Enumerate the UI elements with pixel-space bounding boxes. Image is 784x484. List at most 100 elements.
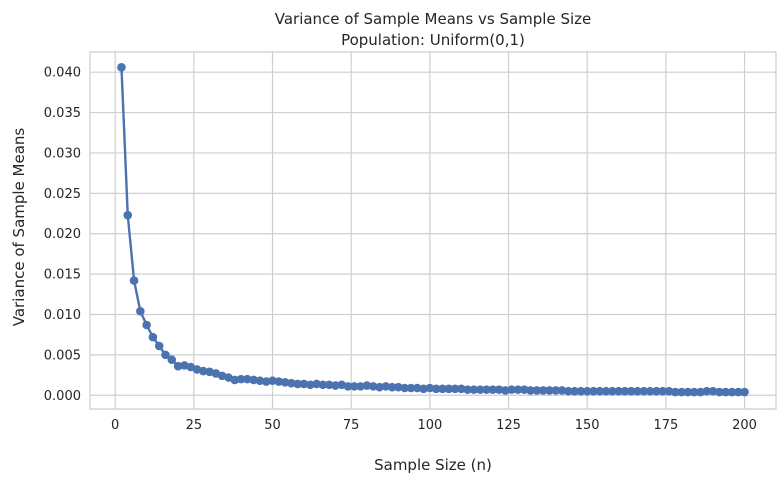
data-point [614,386,623,396]
data-point [557,386,567,395]
chart-subtitle: Population: Uniform(0,1) [341,31,525,49]
data-point [608,386,617,396]
y-tick-label: 0.005 [44,348,81,363]
data-point [494,385,504,394]
data-point [689,387,699,397]
data-point [343,382,353,391]
data-point [425,383,435,393]
data-point [582,386,592,396]
data-point [167,355,177,365]
data-point [129,276,139,285]
data-point [702,386,712,396]
data-point [331,381,340,390]
y-tick-label: 0.035 [44,106,81,121]
data-point [249,375,258,385]
y-tick-label: 0.000 [44,389,81,404]
y-tick-label: 0.015 [44,268,81,283]
data-point [419,384,428,394]
data-point [576,386,586,396]
data-point [733,387,743,397]
data-point [394,382,403,392]
data-point [293,379,302,389]
data-point [551,386,561,395]
y-tick-label: 0.010 [44,308,81,323]
data-point [696,387,705,397]
data-point [501,386,510,395]
y-tick-labels: 0.000 0.005 0.010 0.015 0.020 0.025 0.030 0.035… [44,66,81,404]
plot-frame [89,51,777,410]
data-point [589,386,598,396]
data-point [570,386,579,396]
x-tick-label: 25 [186,418,203,433]
data-point [117,63,126,72]
data-point [532,386,542,395]
x-axis-label: Sample Size (n) [374,456,492,474]
data-point [595,386,605,396]
series [117,63,749,397]
grid [90,52,776,409]
data-point [324,380,334,390]
data-point [564,386,573,396]
data-point [243,374,252,384]
x-tick-label: 0 [111,418,119,433]
data-point [677,387,686,397]
data-point [715,387,724,397]
x-tick-label: 125 [496,418,521,433]
data-point [463,385,472,394]
y-tick-label: 0.025 [44,187,81,202]
data-point [148,332,158,342]
data-point [280,378,290,387]
data-point [136,306,145,316]
data-point [450,384,460,394]
data-point [727,387,737,397]
data-point [457,384,466,394]
series-line [120,67,745,394]
data-point [318,380,328,390]
data-point [406,383,416,393]
data-point [305,380,315,390]
data-point [740,387,749,397]
data-point [287,378,296,388]
y-tick-label: 0.020 [44,227,81,242]
data-point [173,361,183,371]
data-point [400,383,409,393]
data-point [312,379,321,389]
data-point [475,385,485,394]
data-point [488,385,498,394]
x-tick-label: 50 [264,418,281,433]
data-point [255,376,265,386]
data-point [664,386,674,396]
y-tick-label: 0.040 [44,66,81,81]
data-point [261,377,271,386]
data-point [620,386,630,396]
data-point [513,385,523,394]
data-point [123,210,133,220]
data-point [626,386,636,396]
data-point [350,382,359,391]
x-tick-labels: 0 25 50 75 100 125 150 175 200 [111,418,757,433]
data-point [161,350,170,360]
data-point [381,382,391,391]
data-point [507,385,516,394]
data-point [444,384,454,394]
data-point [645,386,655,396]
data-point [526,386,535,395]
data-point [142,320,151,330]
data-point [375,382,384,392]
data-point [633,386,642,396]
data-point [658,386,668,396]
data-point [154,341,164,351]
data-point [438,384,447,394]
chart-title: Variance of Sample Means vs Sample Size [275,10,592,28]
data-point [538,386,548,395]
data-point [545,386,554,395]
y-tick-label: 0.030 [44,146,81,161]
x-tick-label: 75 [343,418,360,433]
data-point [482,385,491,394]
data-point [268,376,277,386]
data-point [236,374,246,384]
data-point [519,385,529,394]
x-tick-label: 175 [653,418,678,433]
data-point [431,384,441,394]
